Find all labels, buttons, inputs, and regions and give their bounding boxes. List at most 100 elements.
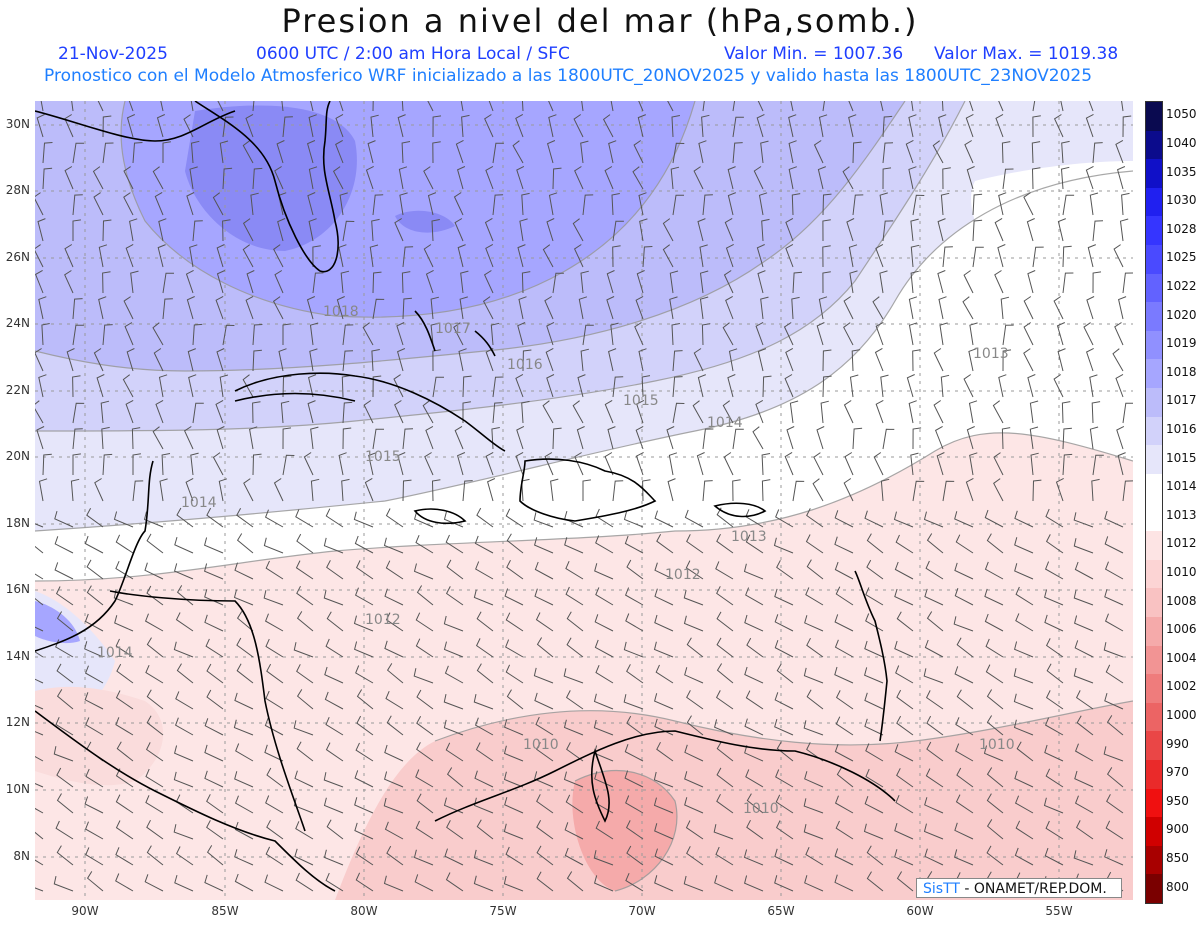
wind-barb <box>176 663 194 684</box>
wind-barb <box>189 166 198 190</box>
wind-barb <box>365 165 374 190</box>
wind-barb <box>882 115 893 138</box>
wind-barb <box>372 375 382 398</box>
wind-barb <box>264 717 284 736</box>
wind-barb <box>834 639 854 658</box>
wind-barb <box>475 561 494 580</box>
wind-barb <box>1113 244 1124 268</box>
wind-barb <box>243 478 254 502</box>
wind-barb <box>969 452 978 476</box>
wind-barb <box>846 218 855 242</box>
wind-barb <box>335 139 344 164</box>
wind-barb <box>834 743 854 762</box>
wind-barb <box>175 846 194 866</box>
wind-barb <box>716 586 734 606</box>
band-1008 <box>572 770 677 891</box>
wind-barb <box>386 663 404 684</box>
wind-barb <box>654 693 674 710</box>
wind-barb <box>625 873 644 892</box>
wind-barb <box>397 348 406 372</box>
wind-barb <box>474 770 494 788</box>
wind-barb <box>265 690 284 710</box>
wind-barb <box>535 612 554 632</box>
wind-barb <box>356 715 374 736</box>
wind-barb <box>608 140 617 164</box>
colorbar-segment <box>1146 674 1162 704</box>
wind-barb <box>851 349 861 372</box>
wind-barb <box>517 322 526 346</box>
wind-barb <box>761 479 771 502</box>
wind-barb <box>534 771 554 788</box>
wind-barb <box>35 348 44 372</box>
wind-barb <box>873 452 884 476</box>
wind-barb <box>446 559 464 580</box>
wind-barb <box>353 511 374 528</box>
wind-barb <box>582 479 591 501</box>
wind-barb <box>84 641 104 658</box>
wind-barb <box>42 142 53 164</box>
wind-barb <box>812 478 824 502</box>
wind-barb <box>458 348 467 372</box>
wind-barb <box>757 101 764 112</box>
colorbar-label: 850 <box>1166 851 1189 866</box>
wind-barb <box>1103 642 1124 658</box>
lat-label-26N: 26N <box>5 250 30 264</box>
wind-barb <box>536 819 554 840</box>
wind-barb <box>473 875 494 892</box>
wind-barb <box>176 507 194 528</box>
wind-barb <box>671 323 680 346</box>
wind-barb <box>42 167 53 190</box>
wind-barb <box>743 849 764 866</box>
wind-barb <box>911 101 914 112</box>
wind-barb <box>342 401 353 424</box>
wind-barb <box>791 193 801 216</box>
wind-barb <box>1045 508 1064 528</box>
wind-barb <box>445 586 464 606</box>
wind-barb <box>936 452 945 476</box>
wind-barb <box>565 690 584 710</box>
wind-barb <box>626 559 644 580</box>
wind-barb <box>84 613 104 632</box>
wind-barb <box>235 743 254 762</box>
wind-barb <box>546 218 555 242</box>
wind-barb <box>1056 322 1066 346</box>
wind-barb <box>1122 480 1133 502</box>
wind-barb <box>174 717 194 736</box>
wind-barb <box>485 165 494 190</box>
wind-barb <box>423 166 434 190</box>
wind-barb <box>116 741 134 762</box>
wind-barb <box>612 220 624 242</box>
wind-barb <box>835 820 854 840</box>
wind-barb <box>942 246 953 268</box>
wind-barb <box>36 114 45 138</box>
wind-barb <box>516 165 525 190</box>
wind-barb <box>942 480 955 502</box>
wind-barb <box>654 875 674 892</box>
wind-barb <box>848 114 857 138</box>
wind-barb <box>431 219 440 242</box>
wind-barb <box>293 797 314 814</box>
wind-barb <box>236 507 254 528</box>
wind-barb <box>152 426 164 450</box>
wind-barb <box>1115 373 1124 398</box>
colorbar-segment <box>1146 759 1162 790</box>
wind-barb <box>572 400 584 424</box>
wind-barb <box>806 508 824 528</box>
wind-barb <box>250 192 259 216</box>
wind-barb <box>954 511 974 528</box>
wind-barb <box>752 426 764 450</box>
wind-barb <box>1116 425 1125 450</box>
wind-barb <box>1029 426 1039 450</box>
wind-barb <box>686 846 704 866</box>
wind-barb <box>342 427 352 450</box>
wind-barb <box>425 269 434 294</box>
wind-barb <box>432 115 442 138</box>
pressure-map: 1018 1017 1016 1015 1015 1014 1014 1013 … <box>35 101 1133 900</box>
wind-barb <box>577 374 586 398</box>
wind-barb <box>818 296 828 320</box>
wind-barb <box>72 402 85 424</box>
wind-barb <box>245 295 254 320</box>
wind-barb <box>939 322 948 346</box>
wind-barb <box>693 166 704 190</box>
wind-barb <box>35 269 44 294</box>
